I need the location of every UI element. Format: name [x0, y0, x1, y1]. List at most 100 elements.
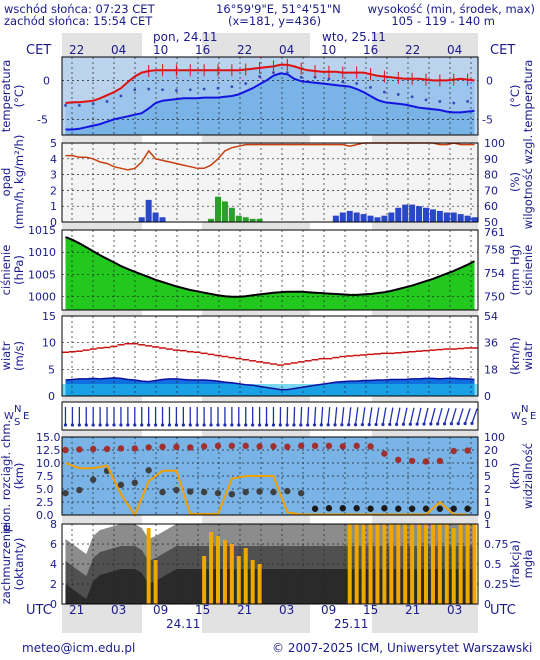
precip-tick-left: 4 — [50, 153, 57, 166]
temp-mean-point — [64, 103, 67, 107]
tz-left: CET — [26, 43, 51, 58]
temp-spread-band — [65, 64, 475, 130]
wind-unit-left: (m/s) — [12, 341, 26, 371]
cloud-mid-point — [131, 479, 138, 486]
grid-text: (x=181, y=436) — [228, 14, 322, 28]
cloud-tick-left: 4 — [50, 558, 57, 571]
cloud-top-point — [145, 444, 152, 451]
fog-unit-right: (frakcja) — [508, 540, 522, 588]
temp-mean-point — [272, 71, 275, 74]
cloud-mid-point — [242, 488, 249, 496]
rh-tick-right: 100 — [484, 137, 505, 150]
wind-arrow — [395, 407, 401, 425]
cloud-top-point — [464, 447, 471, 454]
cloud-panel: 8 6 4 2 0 1 0.75 0.5 0.25 0 — [50, 518, 509, 611]
wind-arrow-head — [119, 423, 123, 427]
elevation-label: wysokość (min, środek, max) — [367, 2, 535, 16]
precip-bar — [353, 212, 360, 222]
top-hour-label: 16 — [363, 43, 378, 57]
wind-arrow-head — [333, 423, 337, 427]
wind-arrow-head — [91, 423, 95, 427]
fog-bar — [202, 556, 207, 604]
wind-arrow-head — [319, 423, 323, 427]
wind-arrow-head — [381, 422, 385, 427]
cloud-mid-point — [339, 505, 346, 512]
fog-bar — [382, 524, 387, 604]
wind-arrow-head — [401, 422, 406, 426]
temp-mean-point — [341, 80, 345, 84]
panel-background — [62, 402, 478, 430]
temp-mean-point — [466, 100, 469, 103]
cloud-mid-point — [422, 505, 430, 512]
temp-mean-point — [438, 100, 442, 103]
wind-arrow — [430, 407, 436, 425]
wind-unit-right: (km/h) — [508, 337, 522, 375]
axis-titles: temperatura (°C) temperatura(°C)opad (mm/h,… — [0, 60, 535, 605]
pressure-tick-right: 758 — [484, 244, 505, 257]
wind-arrow — [361, 407, 366, 425]
cloud-mid-point — [214, 489, 222, 497]
footer-copyright: © 2007-2025 ICM, Uniwersytet Warszawski — [272, 641, 533, 655]
wind-arrow-head — [244, 423, 248, 427]
top-hour-label: 04 — [279, 43, 294, 57]
cloud-mid-point — [62, 489, 69, 497]
temp-title-right: temperatura — [521, 60, 535, 133]
compass-s: S — [521, 417, 527, 428]
wind-panel: 15 10 5 0 54 36 18 0 — [42, 310, 498, 403]
precip-tick-left: 1 — [50, 200, 57, 213]
rh-tick-right: 70 — [484, 184, 498, 197]
vis-tick-right: 1 — [484, 496, 491, 509]
wind-arrow-head — [154, 423, 158, 427]
wind-arrow-head — [133, 423, 137, 427]
precip-bar — [138, 217, 145, 222]
cloud-tick-left: 0 — [50, 598, 57, 611]
cloud-mid-point — [173, 486, 180, 494]
vis-tick-left: 2.5 — [36, 496, 54, 509]
panel-border — [61, 56, 479, 136]
wind-arrow-head — [63, 423, 68, 427]
pressure-tick-right: 754 — [484, 267, 505, 280]
precip-bar — [242, 217, 249, 222]
precip-bar — [249, 218, 256, 222]
precip-bar — [208, 218, 215, 222]
cloud-top-point — [284, 443, 291, 451]
temp-mean-point — [77, 103, 81, 107]
cloud-top-point — [339, 443, 346, 450]
vis-tick-left: 7.5 — [36, 470, 54, 483]
panel-background — [62, 143, 478, 222]
pressure-tick-left: 1005 — [28, 268, 56, 281]
wind-arrow — [409, 407, 415, 425]
wind-arrow — [416, 407, 422, 425]
wind-arrow-head — [105, 423, 109, 427]
vis-tick-left: 10.0 — [36, 457, 61, 470]
footer-email[interactable]: meteo@icm.edu.pl — [22, 641, 136, 655]
wind-arrow-head — [181, 423, 185, 427]
wind-arrow-head — [230, 423, 234, 427]
cloud-mid-point — [395, 505, 402, 512]
wind-arrow-head — [408, 422, 412, 426]
sunset-text: zachód słońca: 15:54 CET — [4, 14, 153, 28]
precip-tick-left: 5 — [50, 137, 57, 150]
sunrise-text: wschód słońca: 07:23 CET — [4, 2, 155, 16]
precip-bar — [221, 201, 228, 222]
bottom-date1: 24.11 — [166, 617, 200, 631]
wind-arrow-head — [70, 423, 74, 427]
wind-tick-right: 36 — [484, 337, 498, 350]
temp-unit-right: (°C) — [508, 85, 522, 108]
wind-arrow-head — [160, 423, 165, 427]
top-hour-label: 22 — [69, 43, 84, 57]
vis-tick-left: 5.0 — [36, 483, 54, 496]
pressure-tick-left: 1015 — [28, 224, 56, 237]
precip-bar — [235, 215, 242, 222]
fog-bar — [458, 524, 463, 604]
cloud-top-point — [76, 446, 83, 453]
precip-bar — [152, 212, 159, 222]
fog-bar — [396, 524, 401, 604]
elevation-values: 105 - 119 - 140 m — [391, 14, 495, 28]
precip-bar — [429, 209, 436, 222]
bottom-hour-label: 15 — [195, 603, 210, 617]
temp-mean-point — [105, 100, 109, 103]
wind-arrow — [348, 407, 352, 425]
wind-arrow-head — [77, 423, 81, 427]
